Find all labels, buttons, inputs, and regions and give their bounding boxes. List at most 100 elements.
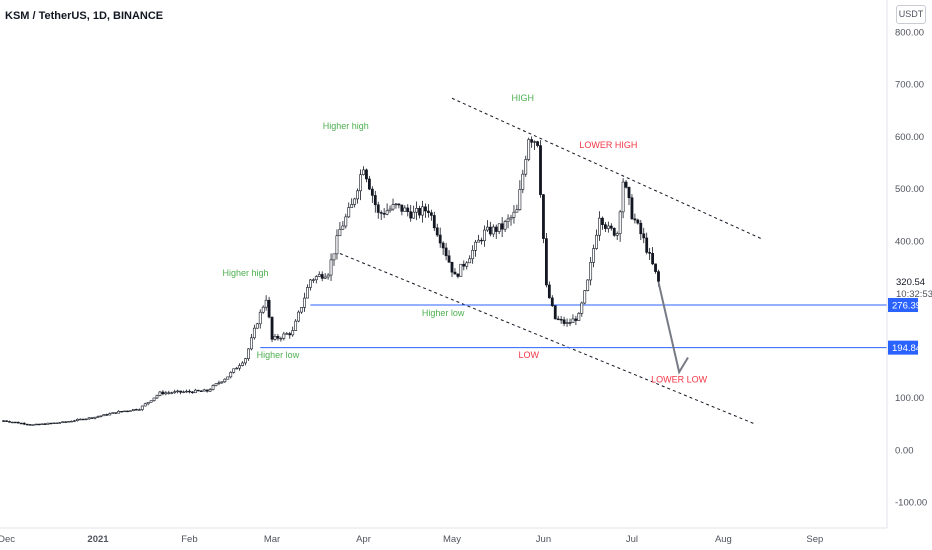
currency-button[interactable]: USDT (896, 5, 926, 24)
candle-body (645, 237, 649, 253)
price-tick-label: 800.00 (895, 27, 924, 38)
candle-body (279, 337, 283, 340)
candle-body (93, 416, 97, 419)
candle-body (601, 217, 604, 225)
candle-body (438, 234, 442, 244)
candle-body (37, 423, 41, 426)
candle-body (55, 422, 59, 424)
candle-body (31, 424, 35, 426)
candle-body (297, 311, 301, 322)
candle-body (288, 333, 292, 336)
candle-body (598, 217, 601, 236)
candle-body (308, 279, 312, 288)
candle-body (612, 227, 616, 236)
candle-body (49, 422, 53, 425)
candle-body (639, 222, 643, 235)
candle-body (429, 212, 433, 216)
annotation-label: HIGH (512, 93, 535, 103)
candle-body (542, 194, 545, 239)
price-tick-label: 400.00 (895, 236, 924, 247)
candle-body (241, 362, 244, 366)
candle-body (90, 417, 94, 419)
trend-line[interactable] (339, 253, 757, 425)
time-tick-label: Aug (715, 534, 732, 545)
candle-body (235, 367, 239, 370)
candle-body (627, 186, 631, 199)
candle-body (25, 423, 29, 426)
candle-body (615, 233, 619, 236)
candle-body (196, 389, 200, 392)
candle-body (306, 287, 309, 299)
candle-body (488, 226, 492, 235)
candle-body (527, 139, 531, 160)
candle-body (34, 423, 38, 426)
candle-body (78, 418, 82, 421)
candle-body (199, 390, 203, 392)
candle-body (143, 403, 147, 407)
candle-body (468, 258, 472, 264)
candle-body (84, 418, 88, 420)
candle-body (536, 141, 539, 146)
candle-body (350, 204, 354, 208)
trend-lines[interactable] (339, 97, 762, 425)
candle-body (267, 299, 271, 318)
annotation-label: Higher high (222, 268, 268, 278)
projection-line[interactable] (657, 282, 689, 375)
candle-body (421, 206, 424, 216)
time-tick-label: 2021 (87, 534, 109, 545)
candle-body (75, 418, 79, 421)
time-axis[interactable]: Dec 2021 Feb Mar Apr May Jun Jul Aug Sep (0, 534, 823, 545)
candle-body (5, 420, 8, 422)
candle-body (8, 421, 11, 423)
time-tick-label: Jun (536, 534, 551, 545)
candle-body (179, 390, 183, 393)
candle-body (338, 228, 342, 237)
candle-body (300, 307, 303, 313)
candle-body (444, 247, 448, 257)
price-axis[interactable]: 800.00 700.00 600.00 500.00 400.00 100.00 0.00… (888, 27, 932, 550)
candle-body (654, 263, 657, 272)
candle-body (217, 382, 221, 385)
candle-body (291, 330, 295, 336)
candle-body (205, 389, 209, 392)
candle-body (14, 421, 17, 424)
time-tick-label: Apr (356, 534, 371, 545)
candle-body (126, 410, 129, 413)
projection-path[interactable] (657, 282, 689, 375)
candle-body (447, 255, 451, 263)
interval-label: 1D (92, 10, 107, 22)
exchange-label: BINANCE (113, 10, 164, 22)
candle-body (129, 410, 132, 412)
price-tick-label: 100.00 (895, 393, 924, 404)
candle-body (11, 421, 14, 424)
candle-body (568, 322, 572, 324)
candle-body (633, 218, 637, 221)
candle-body (642, 233, 646, 239)
candle-body (603, 224, 607, 229)
trend-line[interactable] (451, 97, 762, 240)
candle-body (397, 203, 401, 206)
candle-body (320, 274, 324, 279)
candle-body (294, 320, 298, 331)
candle-body (494, 226, 498, 232)
horizontal-levels[interactable] (260, 304, 887, 349)
candle-body (303, 297, 306, 308)
candle-body (500, 223, 504, 230)
candle-body (403, 207, 407, 212)
candle-body (618, 211, 622, 234)
candle-body (344, 216, 348, 227)
candle-body (418, 207, 421, 216)
candle-body (550, 297, 554, 307)
time-tick-label: Dec (0, 534, 15, 545)
candle-body (636, 219, 640, 224)
last-price-label: 320.54 (896, 277, 925, 288)
candle-body (388, 208, 392, 212)
candle-body (282, 333, 286, 339)
price-tick-label: 0.00 (895, 445, 914, 456)
annotation-label: LOWER LOW (651, 375, 708, 385)
candle-body (353, 198, 357, 205)
candle-body (170, 392, 174, 394)
candle-body (483, 229, 486, 241)
candle-body (191, 391, 194, 394)
